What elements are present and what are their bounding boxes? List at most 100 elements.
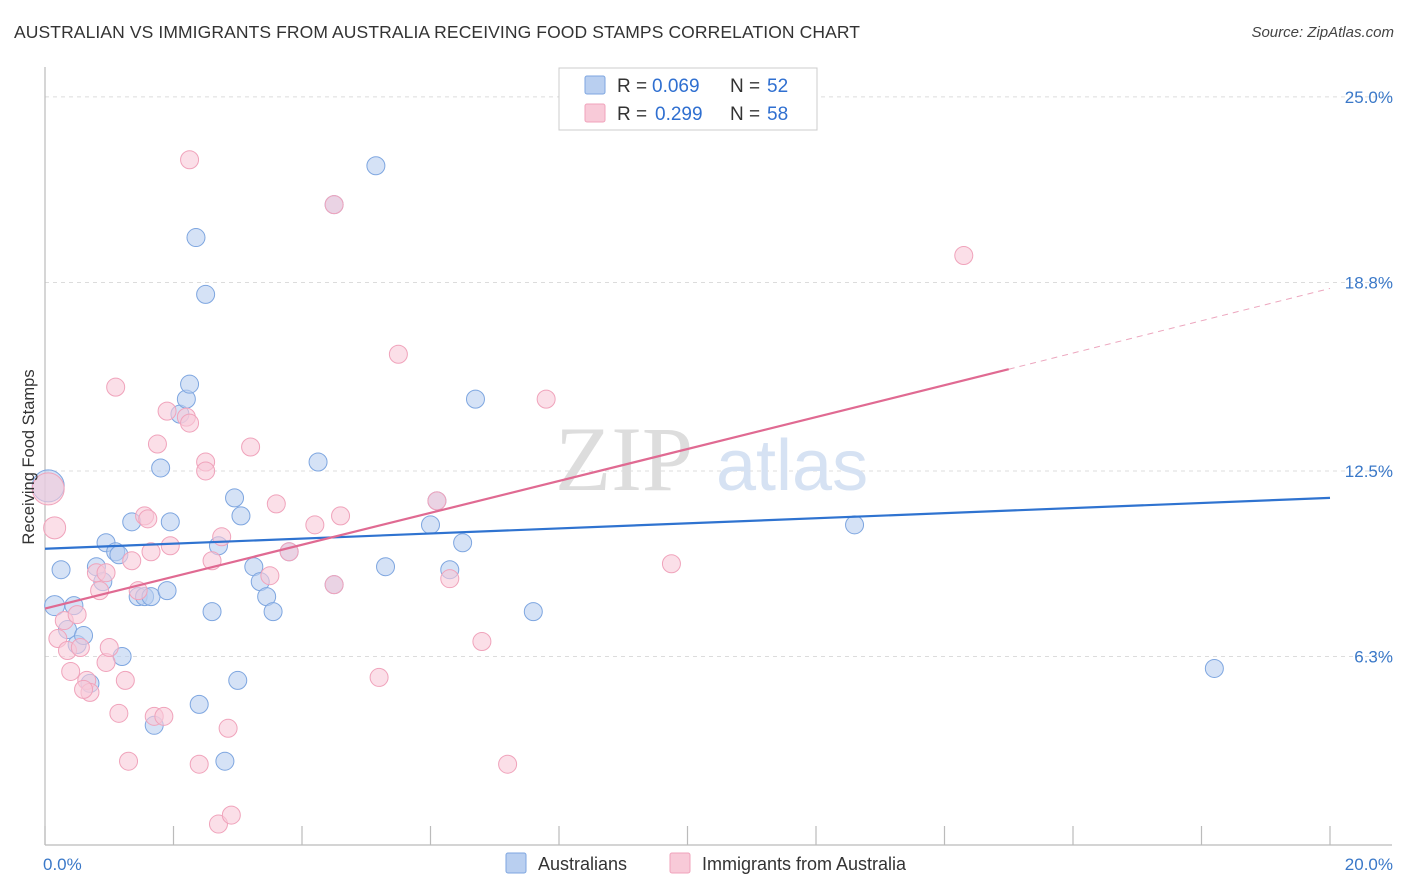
point-immigrants-57	[74, 679, 94, 699]
trend-line-immigrants	[44, 368, 1010, 610]
x-tick-label-1: 20.0%	[1345, 855, 1393, 874]
y-tick-labels: 6.3% 12.5% 18.8% 25.0%	[1345, 88, 1393, 667]
point-australians-42	[366, 156, 386, 176]
point-immigrants-14	[99, 638, 119, 658]
point-immigrants-50	[427, 491, 447, 511]
point-australians-2	[51, 560, 71, 580]
point-immigrants-48	[369, 667, 389, 687]
point-australians-50	[845, 515, 865, 535]
y-tick-label-2: 18.8%	[1345, 273, 1393, 292]
point-immigrants-44	[305, 515, 325, 535]
x-ticks	[44, 826, 1331, 845]
point-immigrants-49	[388, 344, 408, 364]
y-tick-label-0: 6.3%	[1354, 647, 1393, 666]
point-immigrants-45	[324, 195, 344, 215]
legend-n-label-2: N =	[730, 104, 760, 125]
point-immigrants-38	[218, 718, 238, 738]
point-immigrants-42	[266, 494, 286, 514]
point-australians-39	[308, 452, 328, 472]
trend-extension-immigrants	[1008, 287, 1331, 370]
bottom-legend-swatch-australians	[505, 852, 527, 874]
legend-n-value-2: 58	[767, 104, 788, 125]
point-immigrants-56	[954, 246, 974, 266]
legend-swatch-immigrants	[584, 103, 606, 123]
point-australians-21	[160, 512, 180, 532]
point-immigrants-25	[147, 434, 167, 454]
watermark-zip: ZIP	[555, 408, 693, 510]
point-immigrants-30	[180, 413, 200, 433]
point-immigrants-41	[260, 566, 280, 586]
legend-r-label-2: R =	[617, 104, 647, 125]
point-australians-25	[186, 228, 206, 248]
point-australians-19	[151, 458, 171, 478]
point-australians-44	[421, 515, 440, 535]
point-australians-26	[189, 694, 209, 714]
legend-r-label-1: R =	[617, 76, 647, 97]
legend-n-value-1: 52	[767, 76, 788, 97]
bottom-legend-immigrants: Immigrants from Australia	[702, 854, 907, 874]
point-immigrants-12	[96, 563, 116, 583]
source-label: Source: ZipAtlas.com	[1251, 24, 1394, 41]
point-immigrants-5	[61, 661, 81, 681]
point-immigrants-51	[440, 569, 460, 589]
point-immigrants-16	[109, 703, 129, 723]
point-australians-47	[453, 533, 473, 553]
watermark: ZIP atlas	[555, 408, 868, 510]
point-immigrants-47	[331, 506, 351, 526]
point-immigrants-52	[472, 632, 492, 652]
point-immigrants-15	[106, 377, 126, 397]
point-australians-32	[228, 670, 248, 690]
bottom-legend-swatch-immigrants	[669, 852, 691, 874]
point-australians-27	[196, 284, 216, 304]
point-australians-49	[523, 602, 543, 622]
point-immigrants-19	[122, 551, 142, 571]
point-immigrants-26	[154, 706, 174, 726]
bottom-legend-australians: Australians	[538, 854, 627, 874]
point-immigrants-39	[221, 805, 241, 825]
point-immigrants-46	[324, 575, 344, 595]
point-immigrants-23	[141, 542, 161, 562]
point-immigrants-34	[196, 461, 216, 481]
point-immigrants-32	[189, 754, 209, 774]
point-immigrants-28	[160, 536, 180, 556]
point-immigrants-6	[67, 605, 87, 625]
point-immigrants-22	[138, 509, 158, 529]
point-australians-28	[202, 602, 222, 622]
point-immigrants-17	[115, 670, 135, 690]
point-australians-33	[231, 506, 251, 526]
point-immigrants-31	[180, 150, 200, 170]
point-australians-48	[465, 389, 485, 409]
point-australians-43	[376, 557, 396, 577]
point-australians-24	[180, 374, 200, 394]
point-immigrants-1	[43, 516, 67, 540]
data-points	[31, 150, 1224, 834]
trend-line-australians	[44, 496, 1331, 550]
point-australians-31	[225, 488, 245, 508]
point-australians-51	[1204, 658, 1224, 678]
point-immigrants-55	[661, 554, 681, 574]
point-australians-30	[215, 751, 235, 771]
top-legend: R = 0.069 N = 52 R = 0.299 N = 58	[558, 67, 818, 131]
chart-title: AUSTRALIAN VS IMMIGRANTS FROM AUSTRALIA …	[14, 22, 861, 42]
trend-lines	[44, 287, 1331, 610]
watermark-atlas: atlas	[716, 426, 868, 506]
grid-lines	[45, 96, 1392, 657]
y-tick-label-1: 12.5%	[1345, 462, 1393, 481]
point-immigrants-0	[31, 472, 65, 506]
point-immigrants-54	[536, 389, 556, 409]
x-tick-label-0: 0.0%	[43, 855, 82, 874]
point-immigrants-40	[241, 437, 261, 457]
point-australians-37	[263, 602, 283, 622]
legend-r-value-2: 0.299	[655, 104, 703, 125]
point-immigrants-7	[70, 638, 90, 658]
axes	[44, 67, 1392, 846]
legend-r-value-1: 0.069	[652, 76, 700, 97]
bottom-legend: Australians Immigrants from Australia	[505, 852, 907, 874]
point-immigrants-18	[119, 751, 139, 771]
legend-swatch-australians	[584, 75, 606, 95]
legend-n-label-1: N =	[730, 76, 760, 97]
x-tick-labels: 0.0% 20.0%	[43, 855, 1393, 874]
y-axis-title: Receiving Food Stamps	[20, 369, 38, 544]
point-australians-20	[157, 581, 177, 601]
